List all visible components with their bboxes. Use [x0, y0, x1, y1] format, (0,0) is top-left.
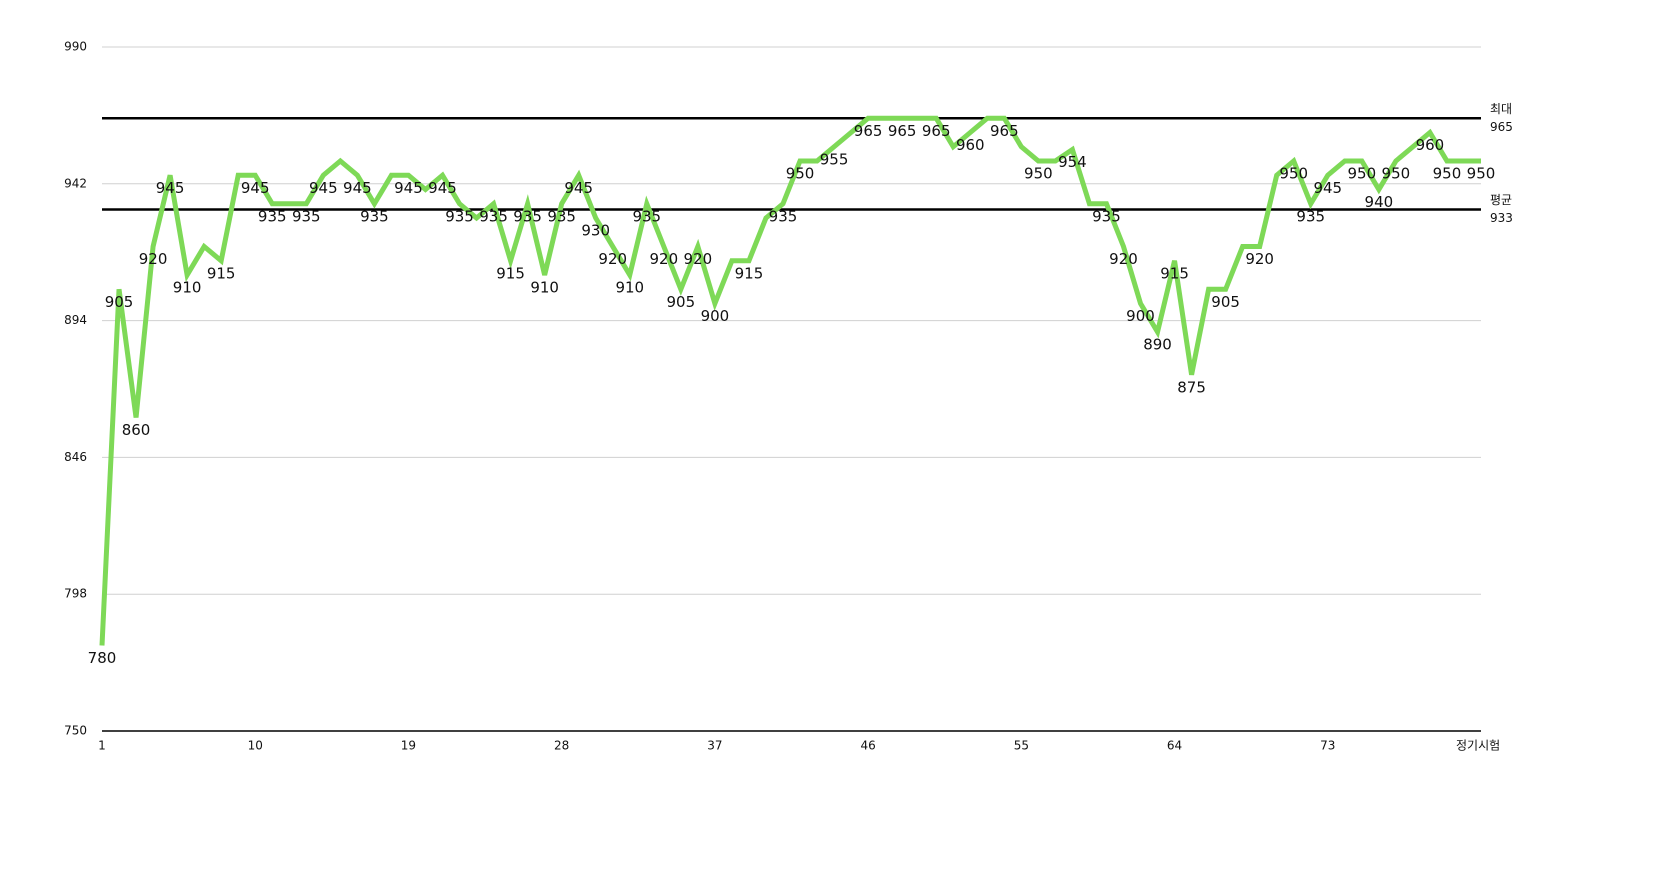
data-label: 915 [496, 264, 525, 282]
data-label: 945 [343, 179, 372, 197]
data-label: 905 [1211, 293, 1240, 311]
data-line [99, 115, 1481, 646]
data-label: 920 [598, 250, 627, 268]
x-tick-label: 10 [248, 739, 263, 753]
data-label: 905 [105, 293, 134, 311]
data-label: 945 [394, 179, 423, 197]
data-label: 915 [735, 264, 764, 282]
data-label: 915 [1160, 264, 1189, 282]
data-label: 910 [615, 279, 644, 297]
reference-label: 평균 [1490, 193, 1512, 207]
reference-label: 최대 [1490, 102, 1512, 116]
x-tick-label: 37 [707, 739, 722, 753]
data-label: 960 [956, 136, 985, 154]
data-label: 935 [360, 207, 389, 225]
reference-value: 965 [1490, 120, 1513, 134]
data-label: 950 [1382, 165, 1411, 183]
data-label: 945 [156, 179, 185, 197]
data-label: 890 [1143, 336, 1172, 354]
data-label: 935 [632, 207, 661, 225]
data-label: 935 [513, 207, 542, 225]
y-tick-label: 894 [64, 313, 87, 327]
x-tick-label: 19 [401, 739, 416, 753]
data-label: 910 [173, 279, 202, 297]
data-label: 920 [139, 250, 168, 268]
data-label: 920 [684, 250, 713, 268]
data-label: 940 [1365, 193, 1394, 211]
data-label: 900 [1126, 307, 1155, 325]
data-label: 945 [564, 179, 593, 197]
data-label: 945 [428, 179, 457, 197]
data-label: 935 [292, 207, 321, 225]
data-label: 910 [530, 279, 559, 297]
data-label: 935 [1296, 207, 1325, 225]
data-label: 930 [581, 222, 610, 240]
x-tick-label: 1 [98, 739, 106, 753]
data-label: 950 [1467, 165, 1496, 183]
data-label: 950 [1279, 165, 1308, 183]
x-axis-label: 정기시험 [1456, 739, 1500, 753]
data-label: 965 [990, 122, 1019, 140]
data-label: 905 [667, 293, 696, 311]
data-label: 900 [701, 307, 730, 325]
data-label: 935 [547, 207, 576, 225]
x-tick-label: 46 [860, 739, 875, 753]
data-label: 860 [122, 421, 151, 439]
data-label: 950 [1348, 165, 1377, 183]
data-label: 950 [1024, 165, 1053, 183]
y-tick-label: 846 [64, 450, 87, 464]
x-tick-label: 73 [1320, 739, 1335, 753]
y-tick-label: 798 [64, 587, 87, 601]
data-label: 935 [769, 207, 798, 225]
data-label: 780 [88, 649, 117, 667]
y-tick-label: 750 [64, 724, 87, 738]
y-tick-label: 990 [64, 40, 87, 54]
data-label: 920 [1245, 250, 1274, 268]
data-label: 935 [445, 207, 474, 225]
y-tick-label: 942 [64, 176, 87, 190]
x-tick-label: 64 [1167, 739, 1182, 753]
data-label: 954 [1058, 153, 1087, 171]
reference-value: 933 [1490, 211, 1513, 225]
x-tick-label: 28 [554, 739, 569, 753]
data-label: 945 [309, 179, 338, 197]
data-label: 920 [1109, 250, 1138, 268]
data-label: 945 [1313, 179, 1342, 197]
data-label: 945 [241, 179, 270, 197]
data-label: 965 [854, 122, 883, 140]
data-label: 960 [1416, 136, 1445, 154]
data-label: 965 [888, 122, 917, 140]
data-label: 935 [1092, 207, 1121, 225]
data-label: 955 [820, 150, 849, 168]
x-tick-label: 55 [1014, 739, 1029, 753]
data-label: 875 [1177, 378, 1206, 396]
data-label: 915 [207, 264, 236, 282]
data-label: 935 [258, 207, 287, 225]
data-label: 950 [786, 165, 815, 183]
data-label: 965 [922, 122, 951, 140]
data-label: 920 [649, 250, 678, 268]
data-label: 935 [479, 207, 508, 225]
data-label: 950 [1433, 165, 1462, 183]
